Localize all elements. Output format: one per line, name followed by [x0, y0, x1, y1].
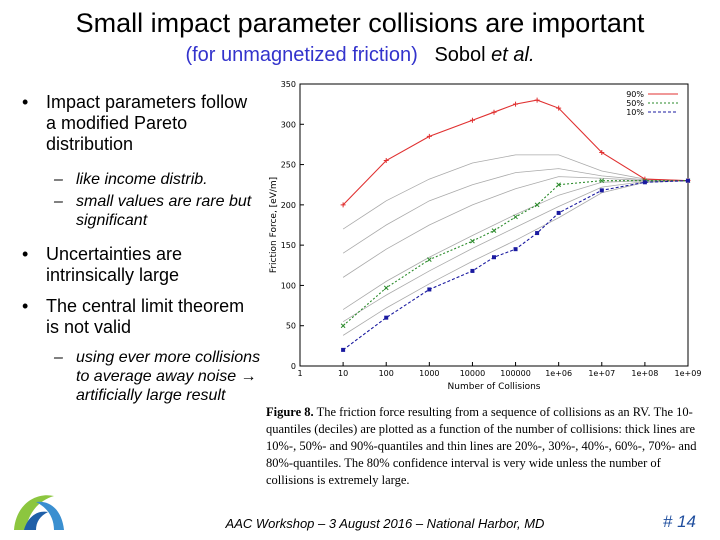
data-point: [470, 268, 475, 273]
data-point: [513, 101, 519, 107]
x-tick-label: 1e+06: [545, 369, 572, 378]
data-point: [686, 178, 690, 183]
footer-text: AAC Workshop – 3 August 2016 – National …: [225, 516, 545, 531]
series-line-50pct: [342, 180, 688, 327]
data-point: [534, 202, 540, 208]
x-tick-label: 1000: [419, 369, 439, 378]
subtitle-paren: (for unmagnetized friction): [185, 44, 418, 66]
data-point: [491, 109, 497, 115]
data-point: [556, 182, 562, 188]
data-point: [492, 255, 496, 260]
data-point: [340, 323, 346, 329]
x-tick-label: 100: [379, 369, 394, 378]
series-line-10pct: [342, 180, 689, 351]
data-point: [341, 347, 346, 352]
series-line-70pct: [342, 168, 689, 254]
data-point: [384, 315, 389, 320]
sub-bullet-text: like income distrib.: [76, 171, 208, 188]
friction-force-chart: 0 50 100 150 200 250 300 350 1 10 100 1000 10000 1000…: [269, 80, 702, 392]
data-point: [383, 158, 389, 164]
figure-caption: Figure 8. The friction force resulting f…: [266, 404, 706, 489]
y-tick-label: 200: [281, 201, 296, 210]
data-point: [642, 180, 647, 185]
data-point: [556, 210, 561, 215]
data-point: [513, 247, 518, 252]
x-tick-label: 1: [297, 369, 302, 378]
series-line-30pct: [342, 180, 689, 323]
bullet-text: Impact parameters follow a modified Pare…: [46, 92, 248, 154]
subtitle-etal: et al.: [491, 44, 535, 66]
y-axis-label: Friction Force, [eV/m]: [269, 177, 279, 273]
data-point: [599, 188, 604, 193]
legend-label: 50%: [626, 99, 644, 108]
legend-label: 90%: [626, 90, 644, 99]
series-line-40pct: [342, 180, 688, 310]
bullet-text: Uncertainties are intrinsically large: [46, 244, 183, 285]
sub-bullet-text: using ever more collisions to average aw…: [76, 349, 261, 404]
x-tick-label: 1e+07: [588, 369, 615, 378]
x-axis-label: Number of Collisions: [448, 382, 541, 392]
page-number: # 14: [662, 512, 696, 531]
x-tick-label: 1e+09: [675, 369, 702, 378]
bullet-text: The central limit theorem is not valid: [46, 296, 245, 337]
plot-frame: [299, 83, 689, 367]
series-line-60pct: [342, 176, 688, 278]
data-point: [470, 238, 475, 244]
data-point: [340, 202, 346, 208]
x-tick-label: 1e+08: [631, 369, 658, 378]
caption-text: The friction force resulting from a sequ…: [266, 405, 697, 487]
series-line-80pct: [342, 154, 689, 230]
slide-title: Small impact parameter collisions are im…: [75, 8, 645, 38]
data-point: [469, 117, 475, 123]
y-tick-label: 250: [281, 161, 296, 170]
data-point: [556, 105, 562, 111]
data-point: [599, 149, 605, 155]
sub-bullet-text: small values are rare but significant: [76, 193, 252, 229]
data-point: [535, 231, 540, 236]
x-tick-label: 10000: [460, 369, 485, 378]
y-tick-label: 150: [281, 241, 296, 250]
y-tick-label: 350: [281, 80, 296, 89]
slide-subtitle: (for unmagnetized friction) Sobol et al.: [0, 44, 720, 67]
series-line-20pct: [342, 180, 689, 336]
data-point: [427, 287, 432, 292]
conference-logo: [14, 495, 64, 530]
data-point: [534, 97, 540, 103]
data-point: [513, 214, 518, 220]
y-tick-label: 300: [281, 120, 296, 129]
y-tick-label: 0: [291, 362, 296, 371]
x-tick-label: 100000: [500, 369, 531, 378]
subtitle-author: Sobol: [434, 44, 486, 66]
caption-label: Figure 8.: [266, 405, 314, 419]
legend-label: 10%: [626, 108, 644, 117]
data-point: [599, 178, 605, 184]
y-tick-label: 100: [281, 281, 296, 290]
data-point: [383, 285, 389, 291]
y-tick-label: 50: [286, 322, 296, 331]
data-point: [491, 228, 497, 233]
data-point: [426, 257, 432, 262]
x-tick-label: 10: [338, 369, 348, 378]
data-point: [426, 133, 432, 139]
